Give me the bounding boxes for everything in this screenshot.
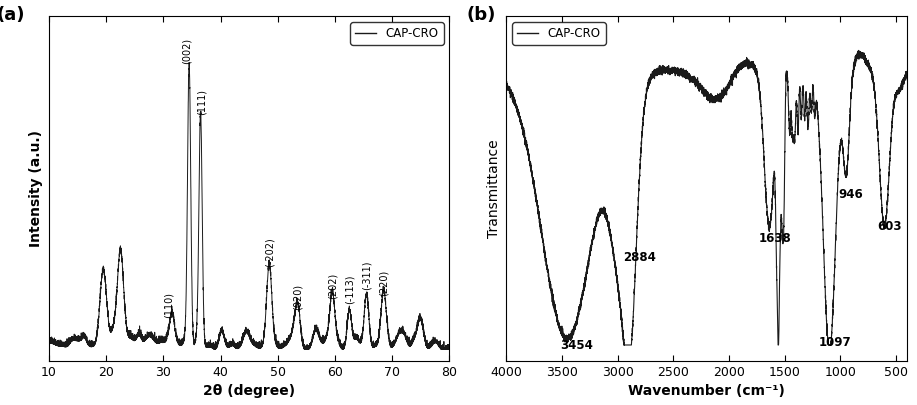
Text: (020): (020): [293, 284, 303, 310]
Text: 1638: 1638: [758, 232, 791, 245]
Text: (b): (b): [467, 6, 496, 24]
Y-axis label: Transmittance: Transmittance: [487, 139, 501, 238]
Text: (-113): (-113): [345, 275, 354, 304]
X-axis label: 2θ (degree): 2θ (degree): [204, 384, 295, 398]
Legend: CAP-CRO: CAP-CRO: [350, 22, 444, 45]
Text: 2884: 2884: [624, 251, 657, 264]
Text: (-311): (-311): [361, 260, 371, 290]
X-axis label: Wavenumber (cm⁻¹): Wavenumber (cm⁻¹): [628, 384, 785, 398]
Text: 603: 603: [878, 220, 901, 233]
Y-axis label: Intensity (a.u.): Intensity (a.u.): [29, 130, 43, 247]
Text: (202): (202): [327, 272, 337, 298]
Text: (220): (220): [379, 269, 389, 296]
Text: (110): (110): [164, 292, 174, 318]
Text: 3454: 3454: [560, 339, 593, 352]
Text: (002): (002): [182, 38, 192, 64]
Text: 1097: 1097: [819, 336, 852, 349]
Text: (111): (111): [196, 89, 206, 115]
Legend: CAP-CRO: CAP-CRO: [513, 22, 605, 45]
Text: 946: 946: [838, 188, 863, 201]
Text: (a): (a): [0, 6, 26, 24]
Text: (-202): (-202): [264, 238, 274, 267]
